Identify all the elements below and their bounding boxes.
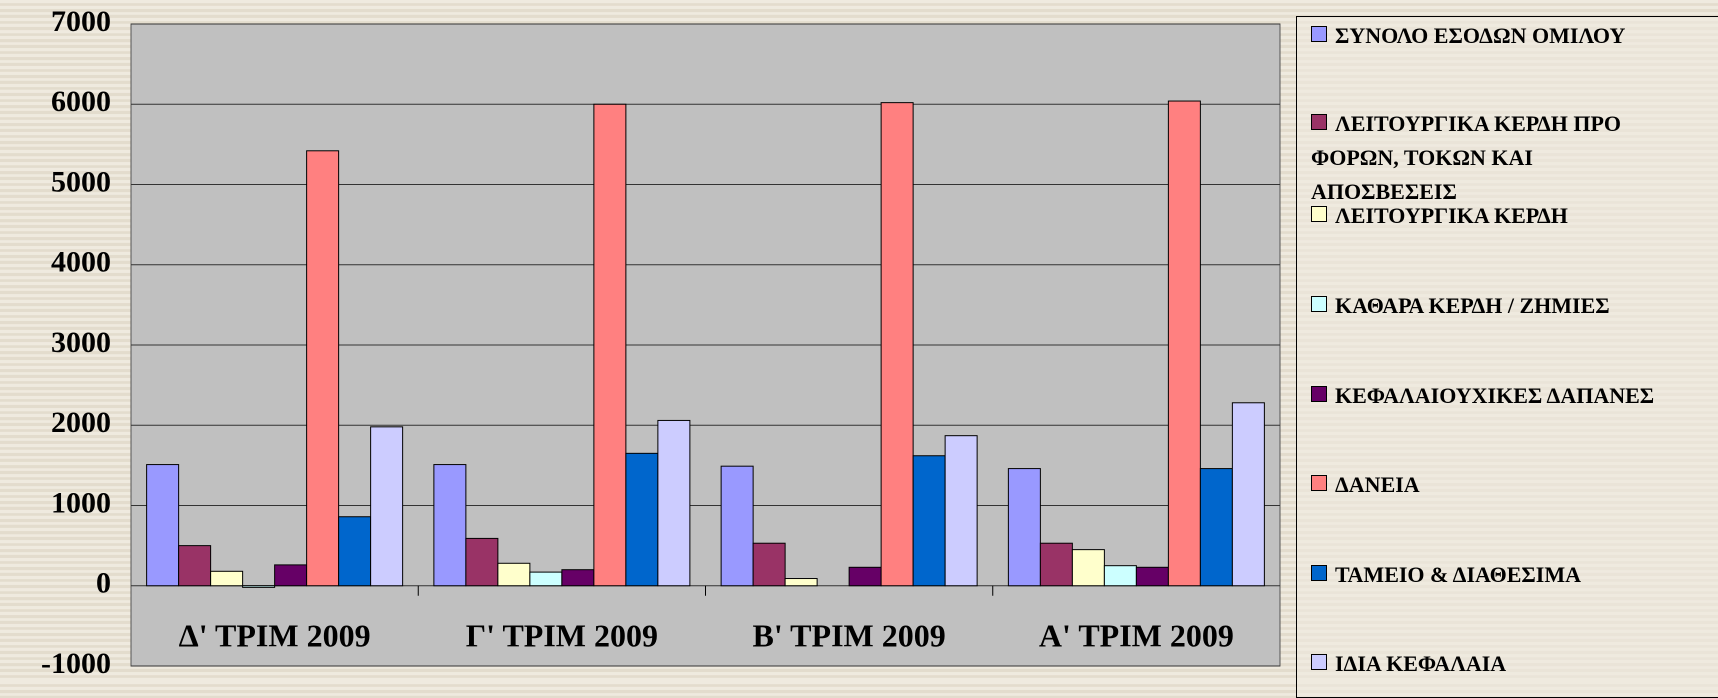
bar (593, 103, 627, 587)
y-tick-label: -1000 (41, 647, 111, 680)
legend-item: ΔΑΝΕΙΑ (1311, 468, 1681, 502)
legend-item: ΛΕΙΤΟΥΡΓΙΚΑ ΚΕΡΔΗ ΠΡΟ ΦΟΡΩΝ, ΤΟΚΩΝ ΚΑΙ Α… (1311, 107, 1681, 209)
bar (784, 578, 818, 587)
y-tick-label: 0 (96, 567, 111, 600)
bar (880, 102, 914, 587)
legend-item: ΛΕΙΤΟΥΡΓΙΚΑ ΚΕΡΔΗ (1311, 199, 1681, 233)
bar (433, 464, 467, 587)
x-tick-label: Γ' ΤΡΙΜ 2009 (466, 617, 658, 653)
legend-swatch (1311, 296, 1327, 312)
bar (1199, 468, 1233, 587)
legend-swatch (1311, 654, 1327, 670)
legend-swatch (1311, 386, 1327, 402)
y-tick-label: 6000 (51, 85, 111, 118)
legend-swatch (1311, 114, 1327, 130)
bar (306, 150, 340, 587)
bar (242, 585, 276, 588)
y-tick-label: 2000 (51, 406, 111, 439)
legend-label: ΚΕΦΑΛΑΙΟΥΧΙΚΕΣ ΔΑΠΑΝΕΣ (1335, 383, 1655, 408)
bar (1103, 565, 1137, 587)
bar (848, 566, 882, 587)
bar (1071, 549, 1105, 587)
legend-item: ΚΑΘΑΡΑ ΚΕΡΔΗ / ΖΗΜΙΕΣ (1311, 289, 1681, 323)
bar (465, 537, 499, 587)
bar (561, 569, 595, 587)
bar (497, 562, 531, 587)
bar (1135, 566, 1169, 587)
chart: -1000 0 1000 2000 3000 4000 5000 6000 7000 Δ' ΤΡΙ… (41, 5, 1281, 680)
bar (912, 455, 946, 587)
legend-label: ΚΑΘΑΡΑ ΚΕΡΔΗ / ΖΗΜΙΕΣ (1335, 293, 1610, 318)
legend-item: ΣΥΝΟΛΟ ΕΣΟΔΩΝ ΟΜΙΛΟΥ (1311, 19, 1681, 53)
bar (752, 542, 786, 587)
legend-item: ΙΔΙΑ ΚΕΦΑΛΑΙΑ (1311, 647, 1681, 681)
bar (146, 464, 180, 587)
legend-swatch (1311, 26, 1327, 42)
x-tick-label: Δ' ΤΡΙΜ 2009 (179, 617, 371, 653)
bar (657, 419, 691, 587)
bar (529, 571, 563, 587)
y-tick-label: 4000 (51, 246, 111, 279)
y-tick-label: 7000 (51, 5, 111, 38)
bar (178, 545, 212, 587)
legend-label: ΛΕΙΤΟΥΡΓΙΚΑ ΚΕΡΔΗ (1335, 203, 1568, 228)
bar (944, 435, 978, 587)
bar (625, 452, 659, 587)
legend-swatch (1311, 206, 1327, 222)
y-tick-label: 1000 (51, 486, 111, 519)
bar (370, 426, 404, 587)
legend-label: ΣΥΝΟΛΟ ΕΣΟΔΩΝ ΟΜΙΛΟΥ (1335, 23, 1626, 48)
legend-item: ΚΕΦΑΛΑΙΟΥΧΙΚΕΣ ΔΑΠΑΝΕΣ (1311, 379, 1681, 413)
legend-label: ΛΕΙΤΟΥΡΓΙΚΑ ΚΕΡΔΗ ΠΡΟ ΦΟΡΩΝ, ΤΟΚΩΝ ΚΑΙ Α… (1311, 111, 1622, 204)
legend-swatch (1311, 475, 1327, 491)
bar (338, 516, 372, 587)
bar (1007, 468, 1041, 587)
legend-label: ΤΑΜΕΙΟ & ΔΙΑΘΕΣΙΜΑ (1335, 562, 1581, 587)
bar (274, 564, 308, 587)
bar (720, 465, 754, 587)
bar (1039, 542, 1073, 587)
bar (1167, 100, 1201, 587)
legend: ΣΥΝΟΛΟ ΕΣΟΔΩΝ ΟΜΙΛΟΥ ΛΕΙΤΟΥΡΓΙΚΑ ΚΕΡΔΗ ΠΡ… (1296, 16, 1718, 698)
legend-item: ΤΑΜΕΙΟ & ΔΙΑΘΕΣΙΜΑ (1311, 558, 1681, 592)
legend-label: ΔΑΝΕΙΑ (1335, 472, 1420, 497)
x-tick-label: Α' ΤΡΙΜ 2009 (1039, 617, 1234, 653)
legend-label: ΙΔΙΑ ΚΕΦΑΛΑΙΑ (1335, 651, 1507, 676)
y-tick-label: 3000 (51, 326, 111, 359)
y-tick-label: 5000 (51, 165, 111, 198)
bar (1231, 402, 1265, 587)
x-tick-label: Β' ΤΡΙΜ 2009 (753, 617, 946, 653)
bar (210, 570, 244, 587)
legend-swatch (1311, 565, 1327, 581)
